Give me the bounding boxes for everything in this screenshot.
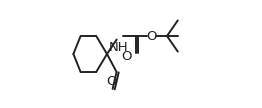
Text: O: O (146, 29, 157, 43)
Text: O: O (107, 75, 117, 88)
Text: NH: NH (109, 41, 129, 54)
Text: O: O (122, 50, 132, 63)
